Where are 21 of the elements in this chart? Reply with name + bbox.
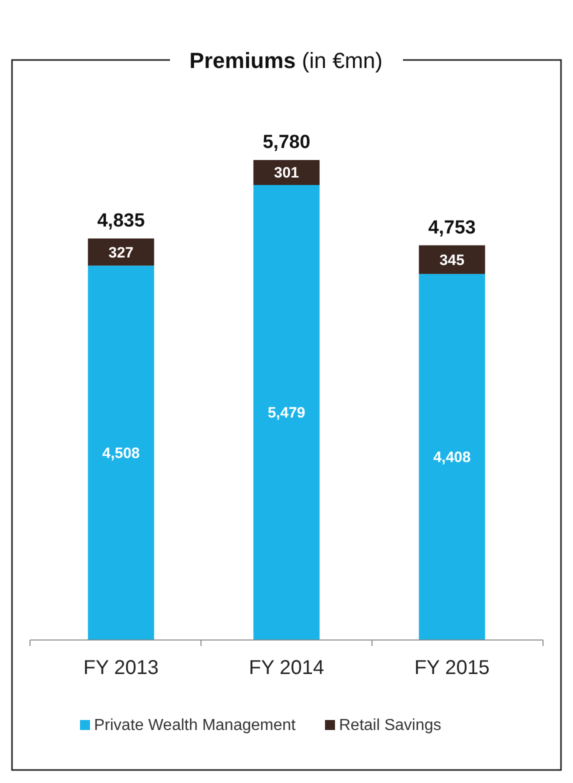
total-label: 4,835 bbox=[97, 210, 146, 232]
legend-label: Retail Savings bbox=[339, 717, 442, 734]
data-label: 4,408 bbox=[433, 449, 471, 466]
data-label: 327 bbox=[108, 244, 134, 262]
data-label: 301 bbox=[274, 164, 300, 182]
chart-title: Premiums (in €mn) bbox=[189, 48, 383, 73]
data-label: 345 bbox=[439, 252, 464, 269]
data-label: 4,508 bbox=[102, 445, 140, 462]
x-tick-label: FY 2013 bbox=[83, 657, 159, 679]
x-tick-label: FY 2014 bbox=[248, 657, 324, 679]
total-label: 4,753 bbox=[428, 217, 476, 238]
total-label: 5,780 bbox=[262, 132, 310, 153]
data-label: 5,479 bbox=[268, 404, 306, 422]
bar bbox=[253, 184, 320, 640]
bar bbox=[418, 274, 486, 640]
bar bbox=[418, 245, 486, 274]
bar bbox=[88, 238, 154, 266]
bar bbox=[253, 160, 320, 185]
x-tick-label: FY 2015 bbox=[414, 657, 490, 679]
bar bbox=[88, 266, 154, 640]
legend-label: Private Wealth Management bbox=[94, 717, 296, 734]
